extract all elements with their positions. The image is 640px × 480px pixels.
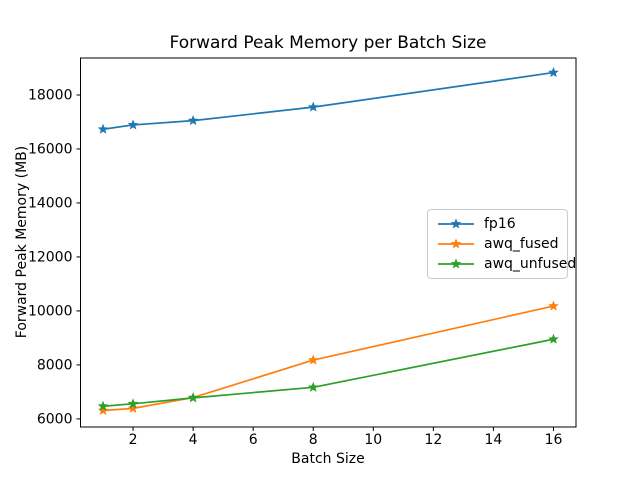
legend-entry-fp16: fp16 [437, 216, 557, 232]
data-point-awq_unfused [548, 333, 559, 344]
x-tick-label: 16 [545, 432, 563, 448]
data-point-fp16 [307, 101, 319, 112]
x-tick-label: 12 [424, 432, 442, 448]
legend-label-fp16: fp16 [484, 216, 516, 232]
data-point-awq_unfused [97, 400, 109, 411]
data-point-fp16 [127, 119, 139, 130]
y-tick-label: 6000 [37, 411, 73, 427]
y-axis-label: Forward Peak Memory (MB) [14, 145, 30, 339]
series-line-awq_unfused [102, 338, 554, 408]
y-tick-label: 10000 [28, 303, 73, 319]
data-point-fp16 [97, 123, 109, 134]
y-tick-label: 18000 [28, 87, 73, 103]
legend-marker-fp16 [438, 218, 474, 229]
data-point-awq_unfused [307, 381, 319, 392]
legend-label-awq_fused: awq_fused [484, 236, 559, 252]
data-point-fp16 [187, 115, 199, 126]
chart-title: Forward Peak Memory per Batch Size [169, 33, 487, 53]
y-tick-label: 12000 [28, 249, 73, 265]
legend-star-icon-awq_fused [450, 238, 462, 249]
series-line-awq_fused [102, 305, 554, 412]
legend-star-icon-fp16 [450, 218, 462, 229]
x-tick-label: 6 [249, 432, 258, 448]
y-tick-label: 8000 [37, 357, 73, 373]
x-tick-label: 10 [364, 432, 382, 448]
data-point-awq_fused [307, 354, 319, 365]
data-point-awq_fused [97, 404, 109, 416]
y-tick-label: 16000 [28, 141, 73, 157]
x-tick-label: 8 [309, 432, 318, 448]
legend-marker-awq_fused [438, 238, 474, 249]
series-line-fp16 [102, 71, 554, 131]
data-point-awq_fused [548, 300, 559, 311]
x-axis-label: Batch Size [291, 451, 365, 467]
legend-entry-awq_unfused: awq_unfused [437, 256, 576, 272]
y-tick-label: 14000 [28, 195, 73, 211]
legend-entry-awq_fused: awq_fused [437, 236, 559, 252]
legend-star-icon-awq_unfused [450, 258, 462, 269]
data-point-awq_unfused [187, 392, 199, 403]
x-tick-label: 2 [129, 432, 138, 448]
legend-marker-awq_unfused [438, 258, 474, 269]
legend: fp16 awq_fused awq_unfused [427, 209, 576, 279]
x-tick-label: 4 [189, 432, 198, 448]
data-point-awq_fused [127, 402, 139, 413]
x-tick-label: 14 [485, 432, 503, 448]
data-point-awq_unfused [127, 398, 139, 409]
axes-frame [80, 57, 577, 428]
legend-label-awq_unfused: awq_unfused [484, 256, 577, 272]
data-point-fp16 [548, 66, 559, 78]
